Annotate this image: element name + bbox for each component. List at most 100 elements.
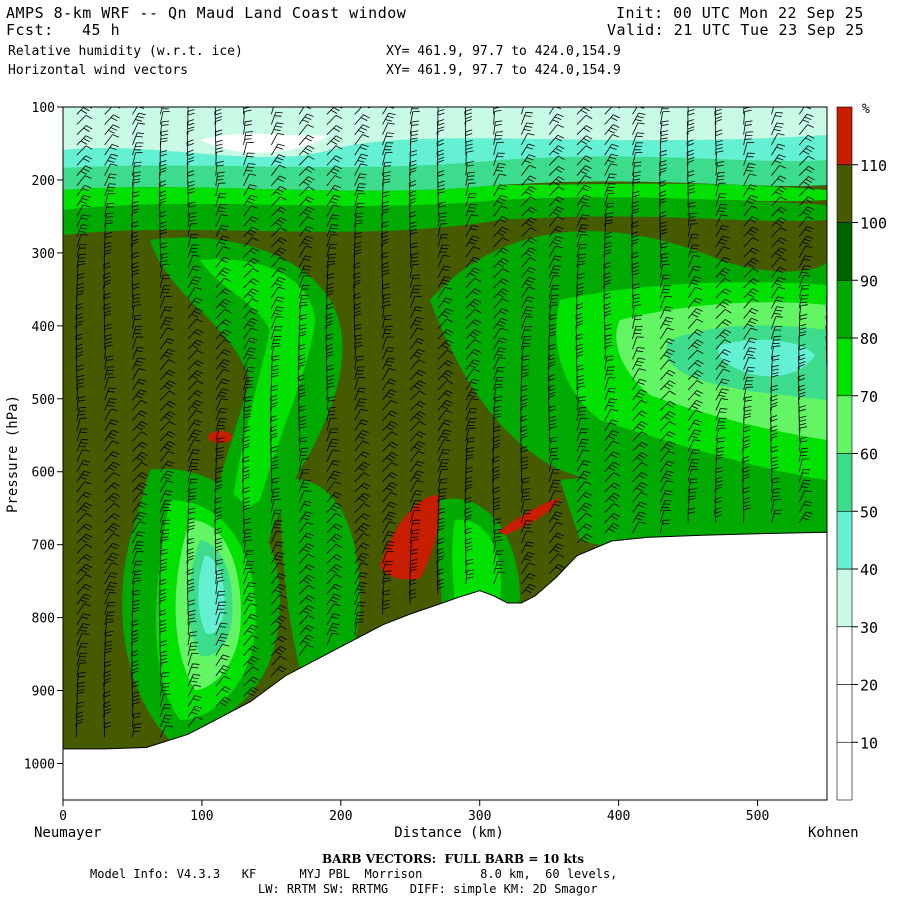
wind-barb bbox=[214, 496, 222, 513]
pressure-axis: 100 200 300 400 500 600 700 800 900 1000 bbox=[24, 101, 63, 773]
wind-barb bbox=[243, 507, 251, 523]
wind-barb bbox=[354, 334, 363, 350]
wind-barb bbox=[354, 482, 371, 493]
wind-barb bbox=[464, 486, 472, 503]
wind-barb bbox=[354, 387, 367, 401]
wind-barb bbox=[215, 398, 229, 411]
wind-barb bbox=[187, 631, 198, 646]
wind-barb bbox=[409, 519, 421, 534]
wind-barb bbox=[298, 436, 308, 452]
wind-barb bbox=[187, 642, 198, 656]
rh-region-band-80 bbox=[63, 183, 827, 210]
wind-barb bbox=[243, 550, 254, 564]
wind-barb bbox=[132, 431, 148, 442]
wind-barb bbox=[465, 368, 481, 381]
wind-barb bbox=[270, 326, 283, 340]
wind-barb bbox=[132, 171, 141, 186]
wind-barb bbox=[409, 509, 421, 523]
wind-barb bbox=[354, 173, 367, 186]
wind-barb bbox=[104, 451, 120, 462]
wind-barb bbox=[409, 274, 421, 288]
wind-barb bbox=[493, 184, 507, 197]
wind-barb bbox=[158, 170, 167, 186]
wind-barb bbox=[298, 426, 307, 442]
wind-barb bbox=[493, 152, 505, 166]
wind-barb bbox=[354, 153, 369, 166]
wind-barb bbox=[326, 253, 337, 268]
wind-barb bbox=[104, 503, 121, 513]
wind-barb bbox=[104, 124, 120, 135]
wind-barb bbox=[354, 134, 370, 146]
wind-barb bbox=[298, 644, 314, 656]
wind-barb bbox=[159, 120, 170, 135]
x-axis-title: Distance (km) bbox=[394, 825, 504, 841]
wind-barb bbox=[465, 171, 475, 186]
wind-barb bbox=[493, 173, 507, 186]
wind-barb bbox=[243, 624, 259, 636]
wind-barb bbox=[437, 286, 452, 299]
wind-barb bbox=[132, 491, 148, 503]
wind-barb bbox=[187, 191, 196, 207]
wind-barb bbox=[76, 574, 92, 585]
wind-barb bbox=[271, 286, 286, 299]
wind-barb bbox=[215, 580, 225, 595]
wind-barb bbox=[382, 336, 394, 350]
wind-barb bbox=[354, 503, 371, 513]
wind-barb bbox=[298, 206, 315, 217]
wind-barb bbox=[298, 216, 314, 227]
wind-barb bbox=[437, 409, 453, 421]
wind-barb bbox=[76, 662, 87, 677]
wind-barb bbox=[132, 451, 148, 462]
wind-barb bbox=[104, 461, 120, 473]
wind-barb bbox=[382, 472, 398, 483]
wind-barb bbox=[354, 591, 367, 605]
wind-barb bbox=[465, 358, 481, 370]
wind-barb bbox=[354, 212, 364, 227]
wind-barb bbox=[465, 224, 479, 238]
wind-barb bbox=[354, 366, 365, 380]
wind-barb bbox=[159, 714, 173, 728]
wind-barb bbox=[75, 711, 84, 728]
wind-barb bbox=[409, 470, 424, 483]
wind-barb bbox=[103, 690, 111, 707]
colorbar-segment-6 bbox=[836, 395, 853, 454]
wind-barb bbox=[104, 202, 115, 217]
wind-barb bbox=[75, 323, 83, 340]
wind-barb bbox=[354, 542, 370, 554]
wind-barb bbox=[132, 357, 146, 370]
wind-barb bbox=[409, 380, 426, 391]
wind-barb bbox=[325, 302, 334, 319]
wind-barb bbox=[465, 569, 474, 585]
wind-barb bbox=[326, 593, 342, 605]
wind-barb bbox=[132, 580, 142, 595]
wind-barb bbox=[270, 498, 281, 513]
wind-barb bbox=[215, 203, 228, 217]
wind-barb bbox=[409, 450, 425, 462]
wind-barb bbox=[493, 163, 506, 176]
wind-barb bbox=[159, 316, 174, 329]
wind-barb bbox=[493, 205, 508, 217]
wind-barb bbox=[103, 252, 111, 268]
wind-barb bbox=[76, 672, 86, 687]
wind-barb bbox=[76, 155, 93, 166]
wind-barb bbox=[436, 547, 445, 564]
wind-barb bbox=[380, 231, 389, 248]
wind-barb bbox=[243, 582, 256, 595]
wind-barb bbox=[271, 296, 285, 309]
wind-barb bbox=[382, 357, 396, 370]
colorbar-label-80: 80 bbox=[860, 330, 878, 348]
wind-barb bbox=[243, 518, 252, 534]
wind-barb bbox=[215, 277, 231, 289]
wind-barb bbox=[271, 541, 285, 554]
wind-barb bbox=[76, 292, 84, 309]
wind-barb bbox=[132, 410, 148, 421]
wind-barb bbox=[159, 338, 175, 350]
wind-barb bbox=[354, 532, 370, 544]
wind-barb bbox=[437, 527, 445, 544]
wind-barb bbox=[187, 339, 204, 350]
wind-barb bbox=[158, 180, 167, 197]
wind-barb bbox=[159, 306, 173, 319]
wind-barb bbox=[382, 410, 398, 421]
wind-barb bbox=[215, 665, 231, 677]
wind-barb bbox=[409, 431, 426, 442]
